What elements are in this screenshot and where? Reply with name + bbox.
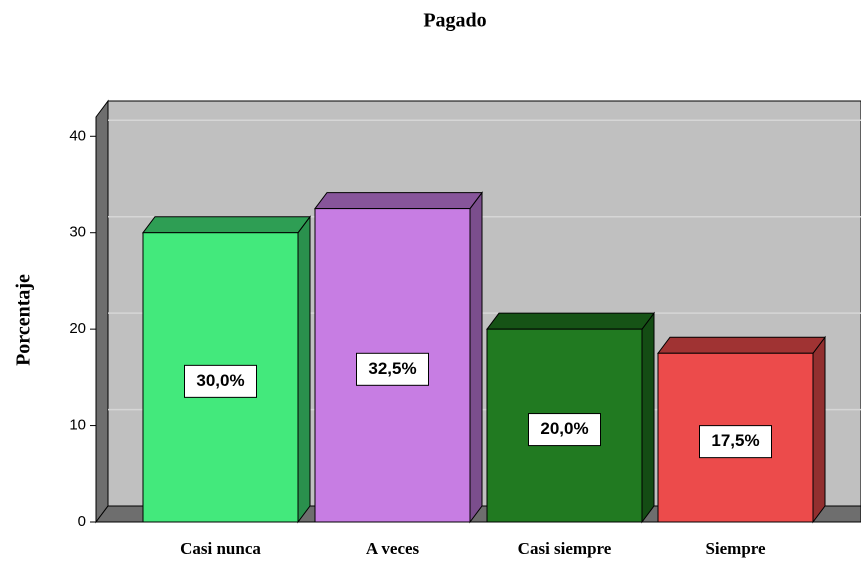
- value-label: 17,5%: [711, 431, 759, 450]
- bar-side: [469, 191, 483, 524]
- x-tick-label: Siempre: [705, 539, 766, 558]
- x-tick-label: Casi siempre: [518, 539, 612, 558]
- x-tick-label: A veces: [366, 539, 420, 558]
- value-label: 20,0%: [540, 419, 588, 438]
- x-tick-label: Casi nunca: [180, 539, 261, 558]
- y-tick-label: 30: [69, 224, 86, 241]
- y-tick-label: 20: [69, 320, 86, 337]
- value-label: 30,0%: [196, 371, 244, 390]
- bar-side: [641, 311, 655, 524]
- y-tick-label: 0: [78, 513, 86, 530]
- value-label-box: [184, 364, 257, 398]
- left-wall: [95, 99, 109, 524]
- value-label: 32,5%: [368, 359, 416, 378]
- bar-top: [486, 312, 655, 330]
- bar-side: [297, 215, 311, 524]
- value-label-box: [356, 352, 429, 386]
- bar-top: [314, 192, 483, 210]
- y-tick-label: 40: [69, 127, 86, 144]
- y-axis-label: Porcentaje: [13, 274, 35, 366]
- bar-side: [812, 335, 826, 524]
- chart-title: Pagado: [423, 10, 486, 32]
- value-label-box: [699, 425, 772, 459]
- value-label-box: [528, 413, 601, 447]
- y-tick-label: 10: [69, 417, 86, 434]
- bar-top: [657, 336, 826, 354]
- bar-top: [142, 216, 311, 234]
